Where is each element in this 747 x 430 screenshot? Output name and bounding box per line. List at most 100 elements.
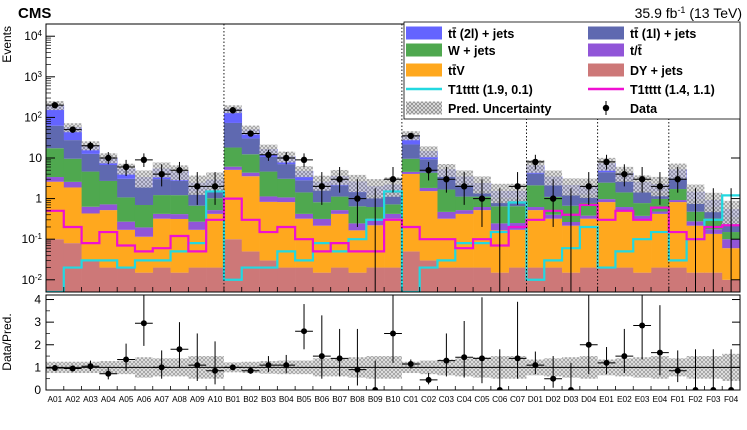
y-tick-label-5: 103 xyxy=(24,69,42,84)
x-tick-label-B01: B01 xyxy=(225,394,240,404)
bar-ttv-A09 xyxy=(188,229,207,268)
uncertainty-A06 xyxy=(134,170,153,188)
bar-tt1l-A01 xyxy=(46,125,65,149)
x-tick-label-A08: A08 xyxy=(172,394,187,404)
bar-dy-B07 xyxy=(330,267,349,292)
bar-singlet-E04 xyxy=(651,211,670,214)
ratio-points xyxy=(46,295,740,390)
bar-wjets-C03 xyxy=(437,189,456,212)
bar-dy-B06 xyxy=(312,272,332,292)
bar-singlet-E03 xyxy=(633,215,652,219)
bar-dy-C07 xyxy=(508,267,527,292)
ratio-point-A10 xyxy=(212,367,219,374)
bar-ttv-C04 xyxy=(455,213,474,268)
legend-label-data: Data xyxy=(630,102,658,116)
bar-wjets-A07 xyxy=(152,195,171,214)
bar-wjets-B05 xyxy=(295,192,314,214)
bar-ttv-D02 xyxy=(544,218,563,268)
bar-ttv-E01 xyxy=(597,202,616,268)
legend-label-singlet: t/t̄ xyxy=(630,44,643,58)
bar-dy-A07 xyxy=(152,267,171,292)
data-point-B04 xyxy=(283,154,290,162)
bar-dy-A10 xyxy=(206,267,225,292)
ratio-point-F01 xyxy=(674,367,681,374)
bar-tt1l-D01 xyxy=(526,173,545,186)
x-tick-label-A09: A09 xyxy=(190,394,205,404)
bar-wjets-B02 xyxy=(241,154,260,173)
bar-tt1l-B02 xyxy=(241,138,260,155)
bar-dy-B01 xyxy=(223,239,243,292)
y-axis-label: Events xyxy=(0,26,14,63)
data-point-C03 xyxy=(443,176,450,183)
bar-singlet-A10 xyxy=(206,210,225,214)
y-tick-label-0: 10-2 xyxy=(22,272,43,287)
legend-label-wjets: W + jets xyxy=(448,44,496,58)
data-point-E01 xyxy=(603,158,610,166)
bar-ttv-C02 xyxy=(419,191,438,261)
data-point-D02 xyxy=(549,195,557,202)
x-tick-label-C07: C07 xyxy=(510,394,526,404)
bar-wjets-B07 xyxy=(330,196,349,211)
ratio-y-tick-label-3: 3 xyxy=(34,315,41,329)
x-tick-label-A01: A01 xyxy=(48,394,63,404)
bar-singlet-C03 xyxy=(437,211,456,219)
bar-ttv-B01 xyxy=(223,169,243,240)
data-point-B08 xyxy=(354,195,361,202)
ratio-point-C02 xyxy=(425,376,432,383)
x-tick-label-B08: B08 xyxy=(350,394,365,404)
x-tick-label-D02: D02 xyxy=(546,394,562,404)
bar-dy-D04 xyxy=(579,267,598,292)
data-point-E03 xyxy=(638,176,646,183)
data-points xyxy=(46,101,732,292)
bar-ttv-E03 xyxy=(633,218,652,273)
bar-tt1l-B05 xyxy=(295,180,314,193)
bar-singlet-B01 xyxy=(223,166,243,170)
bar-dy-A09 xyxy=(188,267,207,292)
data-point-D01 xyxy=(532,158,539,166)
x-tick-label-F01: F01 xyxy=(671,394,686,404)
bar-dy-C02 xyxy=(419,260,438,292)
bar-dy-C04 xyxy=(455,267,474,292)
x-tick-label-C06: C06 xyxy=(492,394,508,404)
bar-dy-B10 xyxy=(384,267,403,292)
bar-tt1l-B10 xyxy=(384,192,403,205)
bar-dy-F01 xyxy=(668,267,687,292)
ratio-point-A01 xyxy=(51,365,58,372)
ratio-y-axis-label: Data/Pred. xyxy=(0,313,14,370)
bar-wjets-A03 xyxy=(81,171,100,207)
ratio-point-B03 xyxy=(265,362,272,369)
bar-tt1l-A02 xyxy=(63,140,82,159)
legend-swatch-data xyxy=(602,104,610,112)
data-point-C01 xyxy=(407,132,414,140)
luminosity-label: 35.9 fb-1 (13 TeV) xyxy=(635,5,742,21)
legend-swatch-dy xyxy=(588,63,624,77)
bar-ttv-A06 xyxy=(134,236,154,273)
bar-dy-B05 xyxy=(295,267,314,292)
data-point-B07 xyxy=(336,176,343,183)
data-point-F01 xyxy=(674,176,681,183)
uncertainty-B02 xyxy=(241,125,260,135)
data-point-C07 xyxy=(514,183,521,190)
ratio-point-F02 xyxy=(692,387,699,390)
ratio-point-B04 xyxy=(283,362,290,369)
bar-ttv-E02 xyxy=(615,210,634,268)
bar-singlet-E02 xyxy=(615,207,634,211)
x-tick-label-C02: C02 xyxy=(421,394,437,404)
bar-ttv-A08 xyxy=(170,218,189,273)
bar-wjets-A05 xyxy=(117,197,136,222)
bar-wjets-A04 xyxy=(99,180,118,205)
bar-dy-A06 xyxy=(134,272,154,292)
ratio-y-tick-label-0: 0 xyxy=(34,383,41,397)
ratio-point-A04 xyxy=(105,370,112,377)
ratio-point-D01 xyxy=(532,362,539,369)
ratio-point-F04 xyxy=(728,387,735,390)
bar-wjets-E02 xyxy=(615,192,634,208)
bar-singlet-A06 xyxy=(134,227,154,237)
ratio-point-C01 xyxy=(407,360,414,367)
legend-label-tt2l: tt̄ (2l) + jets xyxy=(448,27,514,41)
x-tick-label-D01: D01 xyxy=(528,394,544,404)
bar-wjets-A09 xyxy=(188,205,207,222)
ratio-point-A06 xyxy=(140,320,147,327)
x-tick-label-A06: A06 xyxy=(136,394,151,404)
bar-ttv-A03 xyxy=(81,213,100,261)
